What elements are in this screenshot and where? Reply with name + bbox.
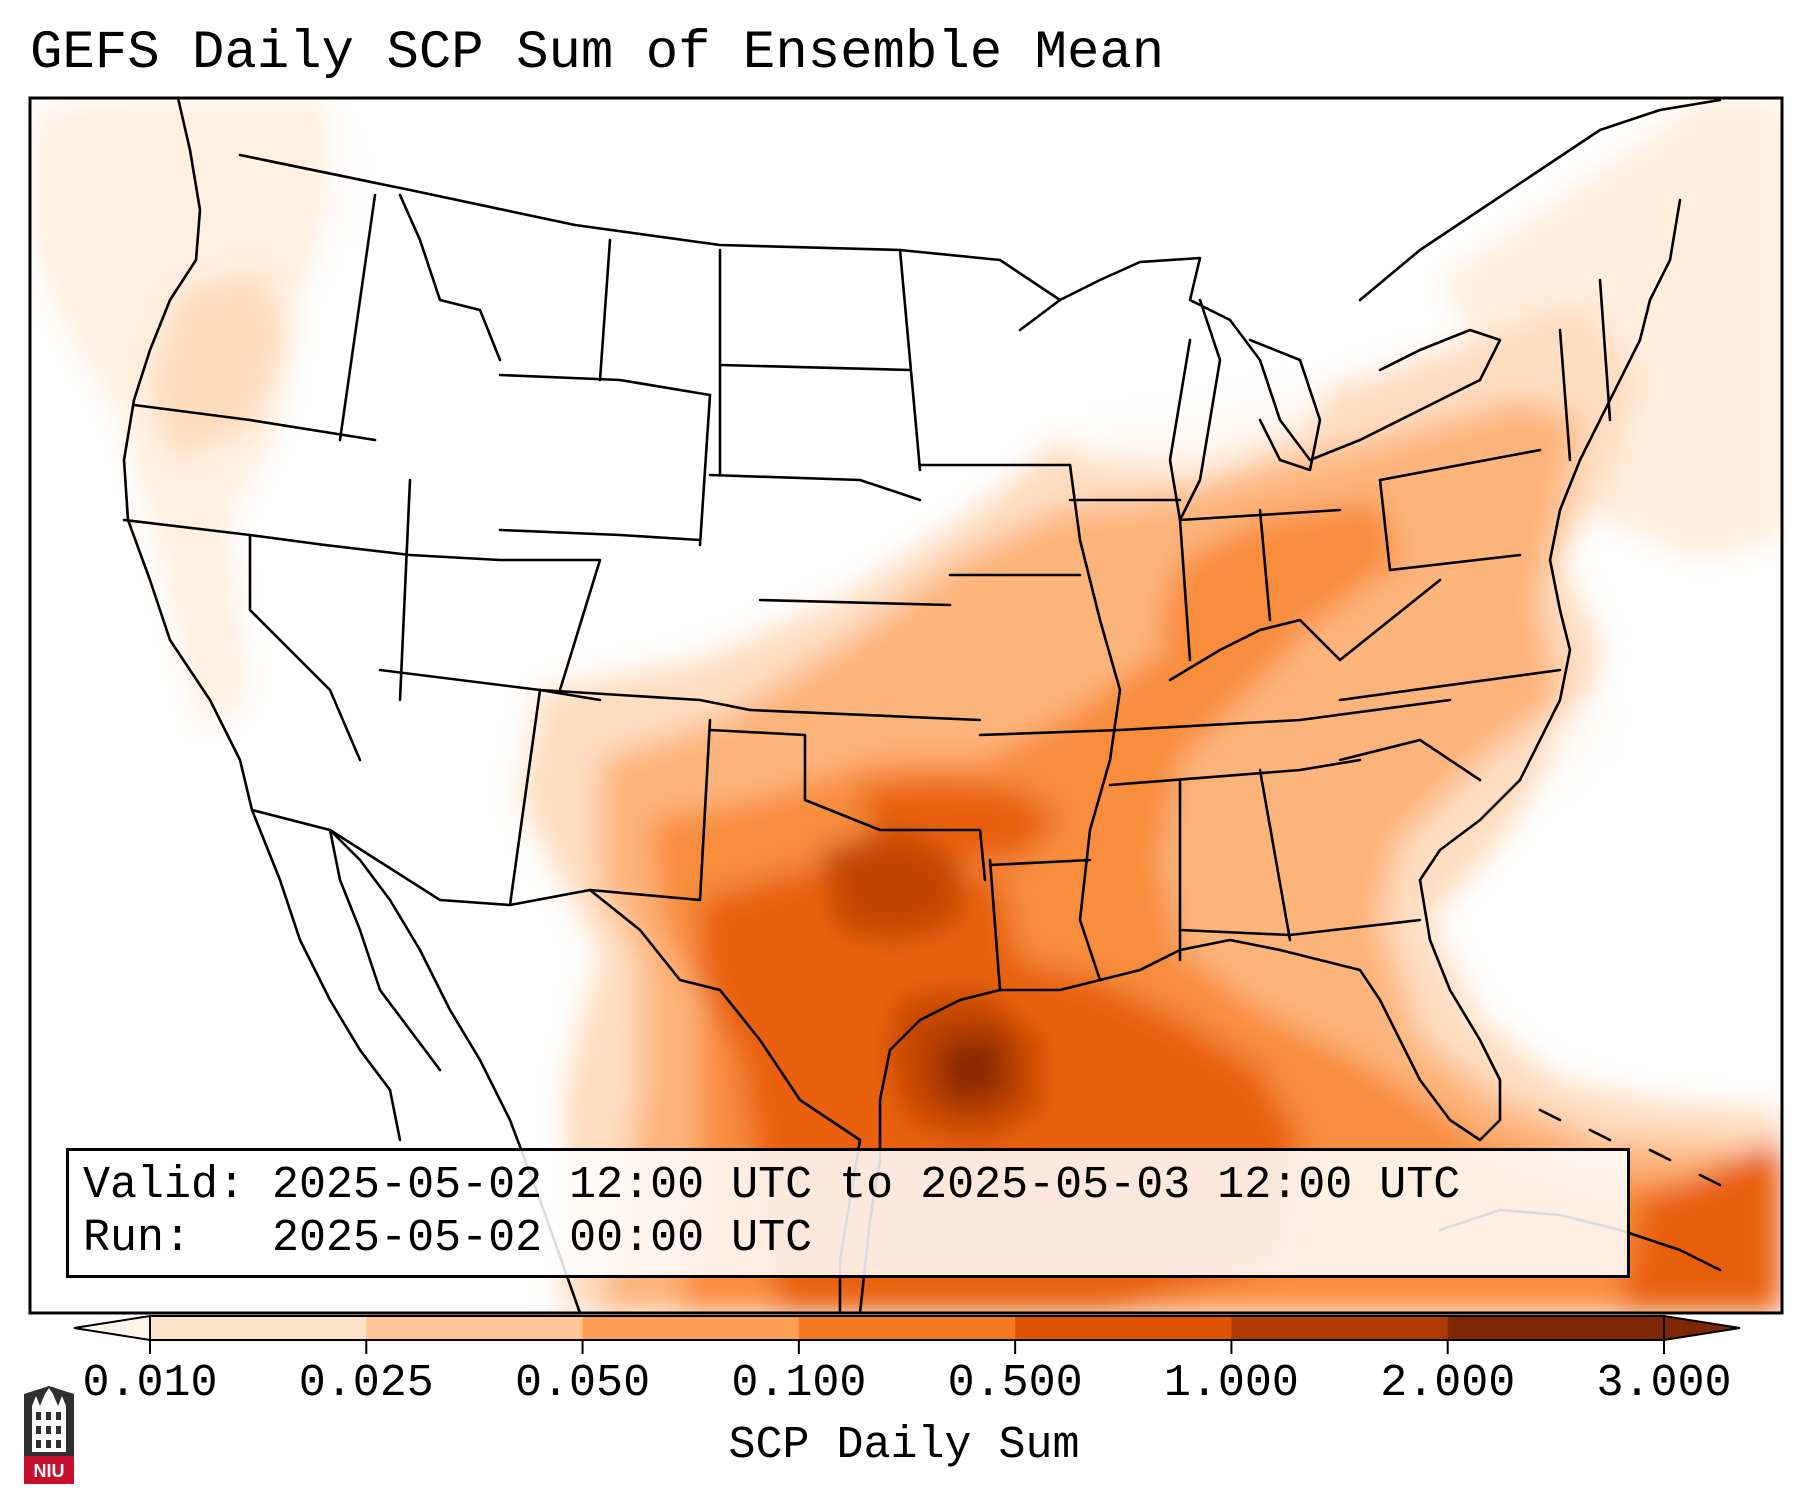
state-line-mi-in-oh xyxy=(1178,508,1342,522)
colorbar-tick-label: 0.050 xyxy=(515,1358,651,1409)
colorbar-tick-label: 3.000 xyxy=(1596,1358,1732,1409)
colorbar-tick-label: 1.000 xyxy=(1163,1358,1299,1409)
state-line-ky-north xyxy=(1168,618,1342,682)
run-line: Run: 2025-05-02 00:00 UTC xyxy=(83,1212,1627,1265)
state-line-tn-south xyxy=(1108,758,1362,787)
state-line-oh-pa xyxy=(1378,478,1392,572)
state-line-ok-ks xyxy=(748,708,982,722)
state-line-tn xyxy=(1118,698,1452,732)
state-line-pa-ny xyxy=(1378,448,1542,482)
west-coastline xyxy=(122,98,262,832)
state-line-wy-co xyxy=(498,528,702,542)
state-line-sd-nd xyxy=(718,363,912,372)
us-mexico-border xyxy=(250,808,862,1142)
bahamas-islands xyxy=(1538,1108,1722,1187)
colorbar-segment xyxy=(1231,1316,1449,1340)
scp-region-texas-core xyxy=(820,830,960,940)
state-line-wa-id xyxy=(338,193,377,442)
state-line-in-oh xyxy=(1258,508,1272,622)
colorbar-tick-label: 2.000 xyxy=(1380,1358,1516,1409)
state-line-tx-ok xyxy=(708,728,987,882)
map-title: GEFS Daily SCP Sum of Ensemble Mean xyxy=(30,23,1165,84)
state-line-ut-co xyxy=(498,558,602,692)
scp-region-northeast-canada xyxy=(1440,100,1782,560)
state-line-ks-ne xyxy=(758,598,952,607)
logo-red-band xyxy=(24,1456,74,1484)
state-line-al-ga xyxy=(1258,768,1292,942)
run-label: Run: xyxy=(83,1213,192,1264)
colorbar-tick-label: 0.010 xyxy=(82,1358,218,1409)
state-line-ny-new-england xyxy=(1558,328,1572,462)
scp-gap-great-lakes xyxy=(1020,220,1320,470)
valid-run-info-box: Valid: 2025-05-02 12:00 UTC to 2025-05-0… xyxy=(66,1148,1630,1278)
colorbar-segment xyxy=(150,1316,367,1340)
great-lakes-outline xyxy=(1018,256,1502,462)
scp-region-caribbean xyxy=(1620,1140,1782,1313)
scp-region-ohio-valley xyxy=(1160,500,1400,680)
state-line-va-nc xyxy=(1338,668,1562,702)
baja-coastline xyxy=(258,828,402,1142)
state-line-co-nm xyxy=(538,688,752,712)
state-line-wy-sd xyxy=(698,393,712,547)
northeast-border xyxy=(1358,98,1722,302)
colorbar-segment xyxy=(798,1316,1016,1340)
colorbar-extend-low xyxy=(73,1314,151,1342)
colorbar-segment xyxy=(582,1316,800,1340)
state-line-ne-sd xyxy=(708,473,922,502)
scp-region-gulf-peak xyxy=(935,1030,1010,1110)
colorbar-segment xyxy=(1015,1316,1232,1340)
map-frame xyxy=(28,96,1784,1315)
canada-us-border xyxy=(238,153,1062,302)
run-time: 2025-05-02 00:00 UTC xyxy=(272,1213,813,1264)
colorbar-tick-label: 0.500 xyxy=(947,1358,1083,1409)
colorbar-tick-label: 0.025 xyxy=(298,1358,434,1409)
state-line-ca-nv xyxy=(248,533,362,762)
state-line-pa-md xyxy=(1388,553,1522,572)
state-line-in-il xyxy=(1178,518,1192,662)
scp-gap-west xyxy=(290,100,1040,760)
colorbar-tick-label: 0.100 xyxy=(731,1358,867,1409)
state-line-az-nm xyxy=(508,688,542,907)
colorbar xyxy=(73,1314,1741,1354)
scp-shading-layer xyxy=(35,100,1782,1313)
colorbar-segment xyxy=(1447,1316,1665,1340)
state-line-nc-sc xyxy=(1338,738,1482,782)
colorbar-segment xyxy=(366,1316,584,1340)
state-line-mississippi-river xyxy=(1068,463,1122,982)
valid-time-range: 2025-05-02 12:00 UTC to 2025-05-03 12:00… xyxy=(272,1160,1461,1211)
valid-label: Valid: xyxy=(83,1160,246,1211)
baja-gulf-coast xyxy=(328,828,442,1072)
state-line-mn-wi xyxy=(898,248,922,472)
scp-gap-atlantic xyxy=(1500,600,1782,1080)
logo-text: NIU xyxy=(34,1461,65,1481)
state-line-mo-ar xyxy=(978,728,1122,737)
state-line-mt-wy-west xyxy=(598,238,612,382)
logo-spires xyxy=(32,1388,66,1406)
state-line-vt-nh xyxy=(1598,278,1612,422)
lake-michigan xyxy=(1168,298,1222,522)
niu-logo: NIU xyxy=(24,1386,74,1484)
state-line-wa-or xyxy=(132,403,377,442)
state-line-mt-wy xyxy=(498,373,712,397)
state-line-ga-fl xyxy=(1178,918,1422,937)
state-line-la-tx xyxy=(988,858,1002,992)
state-line-wv-va xyxy=(1338,578,1442,662)
lake-huron xyxy=(1248,338,1322,472)
southeast-coastline xyxy=(1278,878,1502,1142)
state-line-nm-tx xyxy=(588,718,712,902)
colorbar-extend-high xyxy=(1663,1314,1741,1342)
valid-line: Valid: 2025-05-02 12:00 UTC to 2025-05-0… xyxy=(83,1159,1627,1212)
colorbar-outline xyxy=(149,1315,1665,1341)
state-line-id-mt xyxy=(398,193,502,362)
state-line-nv-ut xyxy=(398,478,412,702)
colorbar-label: SCP Daily Sum xyxy=(728,1420,1080,1471)
state-line-id-nv-ut xyxy=(323,543,502,562)
northeast-coastline xyxy=(1418,198,1682,882)
state-line-ar-la xyxy=(988,858,1092,867)
